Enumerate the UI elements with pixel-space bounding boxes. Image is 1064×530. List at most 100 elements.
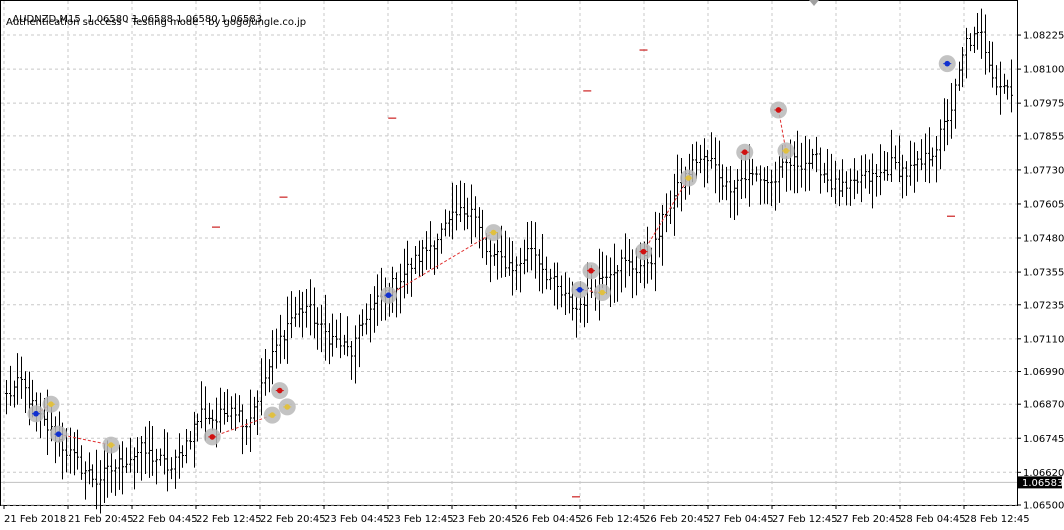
ohlc-bar	[699, 144, 702, 174]
price-axis[interactable]: 1.08225 1.08100 1.07975 1.07855 1.07730 1.076…	[1017, 31, 1064, 512]
ohlc-bar	[410, 257, 413, 297]
ohlc-bar	[114, 459, 117, 496]
ohlc-bar	[601, 251, 604, 289]
ohlc-bar	[13, 380, 16, 408]
x-tick-label: 26 Feb 20:45	[644, 514, 710, 525]
x-tick-label: 23 Feb 04:45	[324, 514, 390, 525]
ohlc-bar	[489, 238, 492, 283]
ohlc-bar	[864, 154, 867, 189]
ohlc-bar	[913, 142, 916, 193]
ohlc-bar	[133, 447, 136, 490]
ohlc-bar	[170, 457, 173, 480]
ohlc-bar	[943, 98, 946, 152]
current-price-box	[1018, 476, 1062, 489]
ohlc-bar	[703, 138, 706, 188]
ohlc-bar	[193, 411, 196, 468]
buy-trade-marker[interactable]	[27, 405, 45, 423]
ohlc-bar	[613, 243, 616, 303]
ohlc-bar	[725, 166, 728, 201]
sell-trade-marker[interactable]	[582, 262, 600, 280]
ohlc-bar	[163, 429, 166, 475]
ohlc-bar	[504, 230, 507, 277]
chart-shift-icon[interactable]	[809, 0, 819, 6]
ohlc-bar	[24, 371, 27, 414]
sell-trade-marker[interactable]	[770, 101, 787, 119]
ohlc-bar	[751, 158, 754, 186]
ohlc-bar	[178, 433, 181, 479]
ohlc-bar	[373, 286, 376, 333]
ohlc-bar	[256, 390, 259, 435]
close-trade-marker[interactable]	[278, 398, 296, 416]
ohlc-bar	[429, 221, 432, 269]
ohlc-bar	[950, 82, 953, 139]
ohlc-bar	[200, 381, 203, 429]
close-trade-marker[interactable]	[102, 436, 120, 454]
ohlc-bar	[305, 288, 308, 328]
ohlc-bar	[20, 356, 23, 399]
ohlc-bar	[774, 161, 777, 211]
ohlc-bar	[526, 222, 529, 273]
ohlc-bar	[204, 386, 207, 441]
ohlc-bar	[271, 330, 274, 385]
ohlc-bar	[189, 430, 192, 450]
close-trade-marker[interactable]	[485, 224, 502, 242]
close-trade-marker[interactable]	[777, 142, 795, 160]
close-trade-marker[interactable]	[42, 395, 60, 413]
trade-markers[interactable]	[27, 55, 956, 454]
ohlc-bar	[886, 152, 889, 181]
y-tick-label: 1.06620	[1023, 468, 1064, 479]
buy-trade-marker[interactable]	[938, 55, 956, 73]
close-trade-marker[interactable]	[593, 284, 611, 302]
ohlc-bar	[556, 262, 559, 310]
y-tick-label: 1.07730	[1023, 165, 1064, 176]
x-tick-label: 21 Feb 2018	[4, 514, 66, 525]
symbol-info: AUDNZD,M15 1.06580 1.06588 1.06580 1.065…	[6, 3, 262, 25]
ohlc-bar	[796, 130, 799, 194]
ohlc-bar	[541, 234, 544, 294]
ohlc-bar	[140, 435, 143, 481]
ohlc-bar	[778, 156, 781, 203]
ohlc-bar	[155, 448, 158, 485]
buy-trade-marker[interactable]	[380, 286, 397, 304]
sell-trade-marker[interactable]	[203, 428, 221, 446]
ohlc-bar	[856, 170, 859, 194]
sell-trade-marker[interactable]	[736, 143, 754, 161]
ohlc-bar	[283, 330, 286, 360]
ohlc-bar	[159, 448, 162, 466]
ohlc-bar	[1010, 59, 1013, 113]
ohlc-bar	[826, 148, 829, 193]
ohlc-bar	[965, 27, 968, 79]
ohlc-bar	[103, 443, 106, 504]
ohlc-bar	[894, 145, 897, 170]
ohlc-bar	[871, 153, 874, 209]
ohlc-bar	[1003, 73, 1006, 94]
buy-trade-marker[interactable]	[50, 425, 67, 443]
ohlc-bar	[961, 46, 964, 88]
sell-trade-marker[interactable]	[635, 243, 652, 261]
sell-trade-marker[interactable]	[271, 382, 289, 400]
ohlc-bar	[530, 220, 533, 271]
close-trade-marker[interactable]	[263, 406, 281, 424]
ohlc-bar	[718, 140, 721, 203]
ohlc-bar	[916, 150, 919, 182]
y-tick-label: 1.07975	[1023, 99, 1064, 110]
ohlc-bar	[226, 389, 229, 422]
ohlc-bar	[9, 365, 12, 406]
ohlc-bar	[121, 441, 124, 495]
ohlc-bar	[406, 240, 409, 294]
ohlc-bar	[5, 380, 8, 415]
buy-trade-marker[interactable]	[571, 281, 589, 299]
status-message: Authentication success - Testing mode : …	[6, 17, 307, 28]
y-tick-label: 1.08100	[1023, 65, 1064, 76]
ohlc-bar	[549, 268, 552, 290]
ohlc-bar	[519, 247, 522, 293]
ohlc-bar	[538, 249, 541, 292]
ohlc-bar	[76, 429, 79, 470]
close-trade-marker[interactable]	[680, 169, 697, 187]
ohlc-bar	[511, 241, 514, 296]
ohlc-bar	[815, 136, 818, 173]
ohlc-bar	[346, 316, 349, 357]
ohlc-bar	[534, 222, 537, 279]
